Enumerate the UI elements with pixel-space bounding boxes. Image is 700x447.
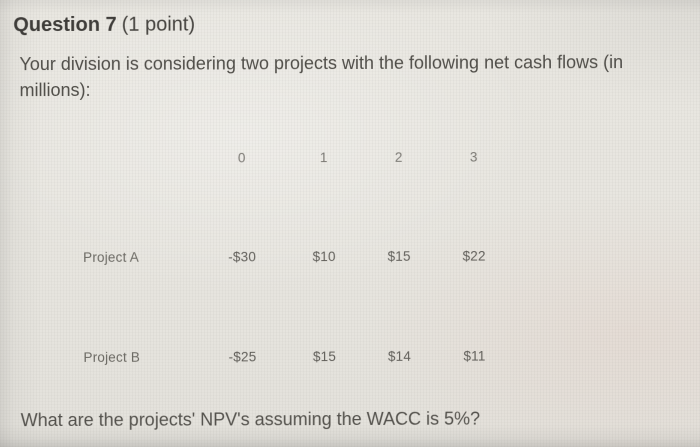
table-header-cell-year-1: 1 [319,150,328,166]
row-label-project-b: Project B [83,349,141,365]
table-cell-a-year-2: $15 [387,248,411,264]
question-number: Question 7 [13,13,117,37]
question-points: (1 point) [121,13,196,36]
table-cell-a-year-0: -$30 [228,249,257,265]
table-cell-b-year-3: $11 [463,348,486,364]
table-header-cell-year-2: 2 [394,149,403,165]
table-cell-a-year-1: $10 [312,249,336,265]
question-header: Question 7 (1 point) [13,13,195,38]
table-cell-a-year-3: $22 [462,248,486,264]
table-row-project-a: Project A -$30 $10 $15 $22 [0,248,700,267]
question-prompt: What are the projects' NPV's assuming th… [20,408,481,431]
table-header-cell-year-0: 0 [237,150,246,166]
table-row-project-b: Project B -$25 $15 $14 $11 [0,348,700,367]
question-intro-text: Your division is considering two project… [19,52,624,101]
table-cell-b-year-0: -$25 [228,349,257,365]
table-header-cell-year-3: 3 [469,149,478,165]
table-cell-b-year-1: $15 [312,349,337,365]
table-cell-b-year-2: $14 [387,348,412,364]
cash-flow-table-header-row: 0 1 2 3 [0,149,700,168]
row-label-project-a: Project A [83,249,139,265]
